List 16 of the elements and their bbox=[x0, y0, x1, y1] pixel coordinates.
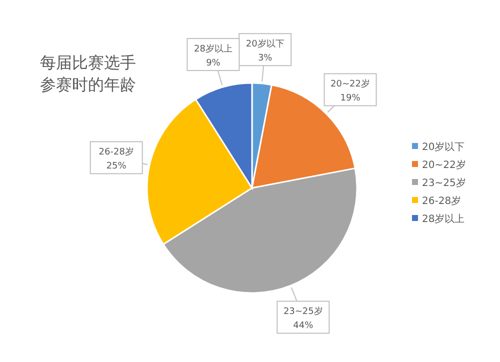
slice-label: 23~25岁 bbox=[283, 306, 323, 318]
slice-label: 20岁以下 bbox=[246, 38, 284, 50]
legend-label: 20~22岁 bbox=[422, 159, 466, 171]
slice-label: 28岁以上 bbox=[194, 44, 232, 55]
slice-label: 26-28岁 bbox=[98, 146, 134, 158]
data-label: 9% bbox=[206, 58, 221, 69]
data-label: 19% bbox=[340, 94, 361, 104]
legend-label: 20岁以下 bbox=[422, 141, 465, 153]
legend-label: 28岁以上 bbox=[422, 213, 465, 225]
legend-label: 23~25岁 bbox=[422, 177, 466, 189]
data-label: 44% bbox=[293, 321, 314, 332]
slice-label: 20~22岁 bbox=[330, 78, 370, 90]
data-label: 3% bbox=[258, 54, 273, 64]
data-label: 25% bbox=[106, 162, 127, 172]
text: 每届比赛选手参赛时的年龄 bbox=[40, 53, 136, 94]
legend-label: 26-28岁 bbox=[422, 195, 462, 207]
